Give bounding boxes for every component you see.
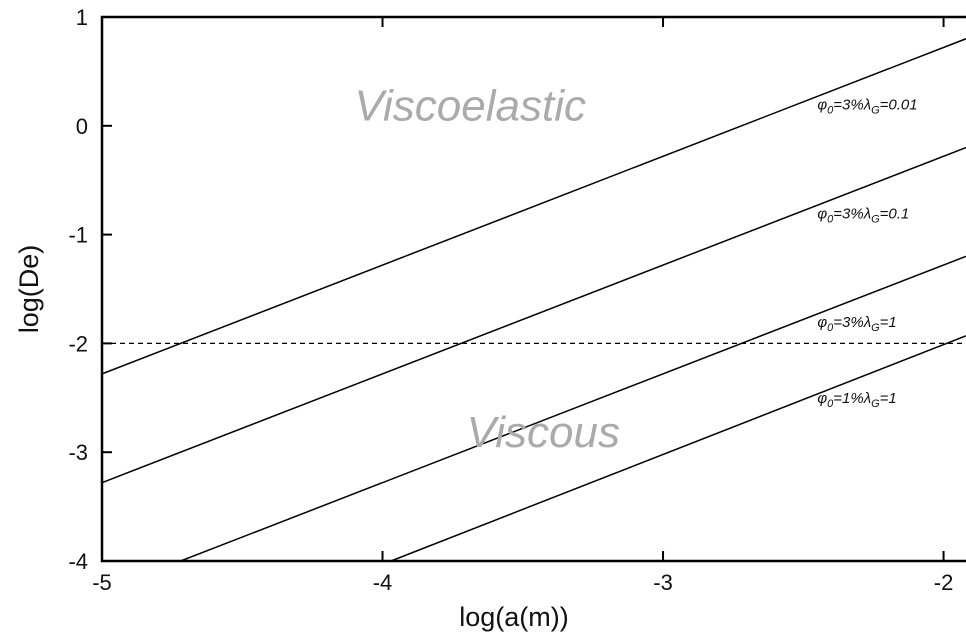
series-label-1: φ0=3%λG=0.01	[817, 96, 917, 116]
series-label-1-lambda-sub: G	[871, 104, 880, 116]
series-label-1-value: =0.01	[880, 96, 918, 113]
region-layer: Viscoelastic Viscous	[354, 81, 619, 456]
y-tick-label-6: -4	[68, 549, 88, 574]
series-label-3-value: =1	[880, 314, 897, 331]
series-line-2	[101, 146, 966, 484]
series-line-1	[101, 38, 966, 375]
series-label-2-phi-sub: 0	[827, 213, 834, 225]
series-label-4-pct: =1%	[833, 390, 863, 407]
series-label-3: φ0=3%λG=1	[817, 314, 896, 334]
series-line-3	[180, 255, 966, 562]
series-label-3-pct: =3%	[833, 314, 863, 331]
series-label-4-lambda: λ	[863, 390, 871, 407]
series-label-2-phi: φ	[817, 205, 827, 222]
series-label-3-lambda-sub: G	[871, 322, 880, 334]
series-layer	[101, 38, 966, 562]
y-tick-label-4: -2	[68, 331, 88, 356]
series-label-1-pct: =3%	[833, 96, 863, 113]
series-label-2-pct: =3%	[833, 205, 863, 222]
series-label-4: φ0=1%λG=1	[817, 390, 896, 410]
plot-area	[100, 15, 966, 563]
series-label-4-phi: φ	[817, 390, 827, 407]
x-tick-label-3: -3	[653, 570, 673, 595]
series-label-2: φ0=3%λG=0.1	[817, 205, 909, 225]
x-tick-label-4: -2	[934, 570, 954, 595]
y-axis-title: log(De)	[14, 245, 44, 334]
series-label-1-phi: φ	[817, 96, 827, 113]
x-tick-label-1: -5	[92, 570, 112, 595]
series-label-3-lambda: λ	[863, 314, 871, 331]
y-tick-label-1: 1	[76, 5, 88, 30]
region-label-2: Viscous	[467, 408, 620, 457]
plot-frame	[100, 15, 966, 563]
y-tick-label-2: 0	[76, 114, 88, 139]
x-axis-title: log(a(m))	[459, 602, 569, 632]
series-label-2-value: =0.1	[880, 205, 910, 222]
series-label-1-phi-sub: 0	[827, 104, 834, 116]
y-tick-label-5: -3	[68, 440, 88, 465]
series-label-4-phi-sub: 0	[827, 398, 834, 410]
axis-layer: -5 -4 -3 -210-1-2-3-4	[68, 5, 953, 595]
series-line-4	[390, 335, 966, 562]
region-label-1: Viscoelastic	[354, 81, 586, 130]
series-label-4-lambda-sub: G	[871, 398, 880, 410]
series-label-layer: φ0=3%λG=0.01φ0=3%λG=0.1φ0=3%λG=1φ0=1%λG=…	[817, 96, 917, 410]
series-label-3-phi: φ	[817, 314, 827, 331]
y-tick-label-3: -1	[68, 223, 88, 248]
series-label-2-lambda: λ	[863, 205, 871, 222]
series-label-1-lambda: λ	[863, 96, 871, 113]
series-label-3-phi-sub: 0	[827, 322, 834, 334]
series-label-4-value: =1	[880, 390, 897, 407]
series-label-2-lambda-sub: G	[871, 213, 880, 225]
x-tick-label-2: -4	[373, 570, 393, 595]
